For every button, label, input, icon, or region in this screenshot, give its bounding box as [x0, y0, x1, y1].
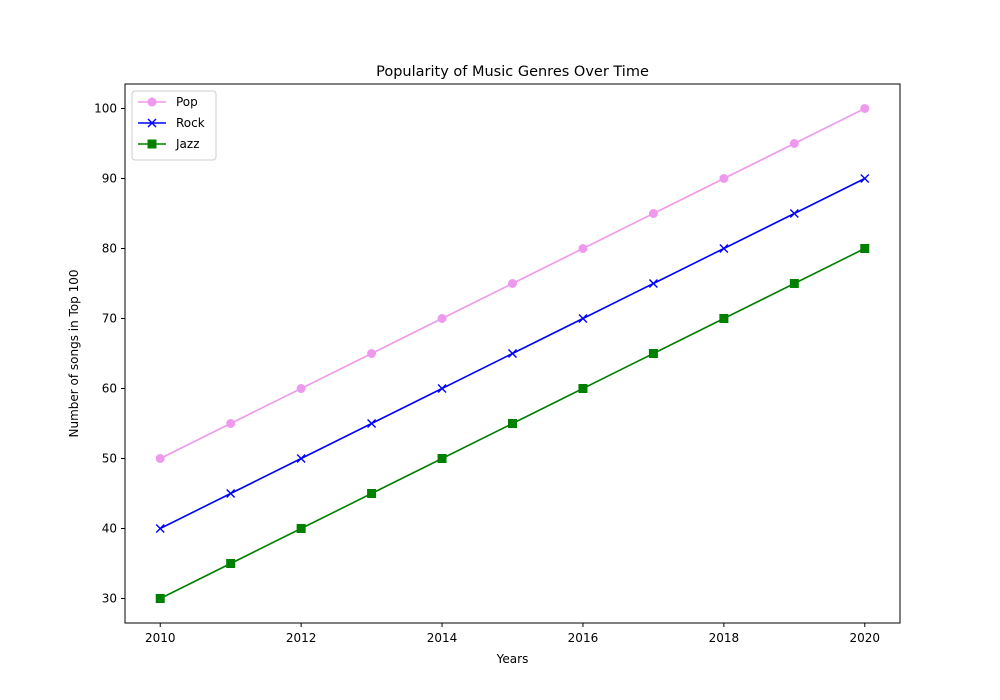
y-tick-label: 70 [102, 312, 117, 326]
data-point-jazz [367, 489, 377, 498]
data-point-jazz [648, 349, 658, 358]
legend-marker [147, 139, 157, 149]
y-tick-label: 50 [102, 452, 117, 466]
legend-item: Rock [138, 116, 205, 130]
data-point-pop [367, 349, 377, 358]
plot-area [155, 104, 870, 603]
legend-item: Jazz [138, 137, 200, 151]
series-jazz [155, 244, 870, 603]
x-tick-label: 2018 [709, 631, 740, 645]
data-point-pop [155, 454, 165, 463]
legend-marker [147, 97, 157, 107]
data-point-jazz [578, 384, 588, 393]
legend-label: Jazz [175, 137, 200, 151]
data-point-rock [155, 524, 165, 533]
x-tick-label: 2020 [849, 631, 880, 645]
data-point-pop [437, 314, 447, 323]
data-point-jazz [437, 454, 447, 463]
data-point-rock [648, 279, 658, 288]
legend-item: Pop [138, 95, 198, 109]
data-point-jazz [719, 314, 729, 323]
data-point-jazz [508, 419, 517, 428]
data-point-jazz [860, 244, 870, 253]
data-point-jazz [296, 524, 306, 533]
y-tick-label: 30 [102, 592, 117, 606]
legend-label: Rock [176, 116, 205, 130]
x-axis: 2010 2012 2014 2016 2018 2020 [145, 623, 880, 645]
data-point-pop [226, 419, 236, 428]
data-point-rock [296, 454, 306, 463]
y-axis-title: Number of songs in Top 100 [67, 269, 81, 437]
data-point-pop [719, 174, 729, 183]
data-point-pop [296, 384, 306, 393]
series-pop [155, 104, 870, 463]
data-point-rock [508, 349, 517, 358]
y-tick-label: 80 [102, 242, 117, 256]
data-point-pop [860, 104, 870, 113]
x-tick-label: 2010 [145, 631, 176, 645]
data-point-pop [648, 209, 658, 218]
data-point-rock [719, 244, 729, 253]
plot-frame [124, 83, 901, 624]
data-point-jazz [226, 559, 236, 568]
x-tick-label: 2014 [427, 631, 458, 645]
data-point-pop [789, 139, 799, 148]
y-tick-label: 40 [102, 522, 117, 536]
y-tick-label: 100 [94, 102, 117, 116]
chart-title: Popularity of Music Genres Over Time [376, 64, 649, 80]
legend: Pop Rock Jazz [131, 90, 217, 161]
legend-label: Pop [176, 95, 198, 109]
legend-marker [147, 118, 157, 128]
data-point-rock [860, 174, 870, 183]
data-point-rock [789, 209, 799, 218]
data-point-jazz [155, 594, 165, 603]
x-axis-title: Years [496, 652, 529, 666]
data-point-rock [226, 489, 236, 498]
y-tick-label: 90 [102, 172, 117, 186]
data-point-pop [508, 279, 517, 288]
data-point-jazz [789, 279, 799, 288]
series-rock [155, 174, 870, 533]
data-point-rock [578, 314, 588, 323]
data-point-rock [437, 384, 447, 393]
y-axis: 30 40 50 60 70 80 90 100 [94, 102, 125, 606]
data-point-rock [367, 419, 377, 428]
x-tick-label: 2016 [568, 631, 599, 645]
x-tick-label: 2012 [286, 631, 317, 645]
y-tick-label: 60 [102, 382, 117, 396]
data-point-pop [578, 244, 588, 253]
